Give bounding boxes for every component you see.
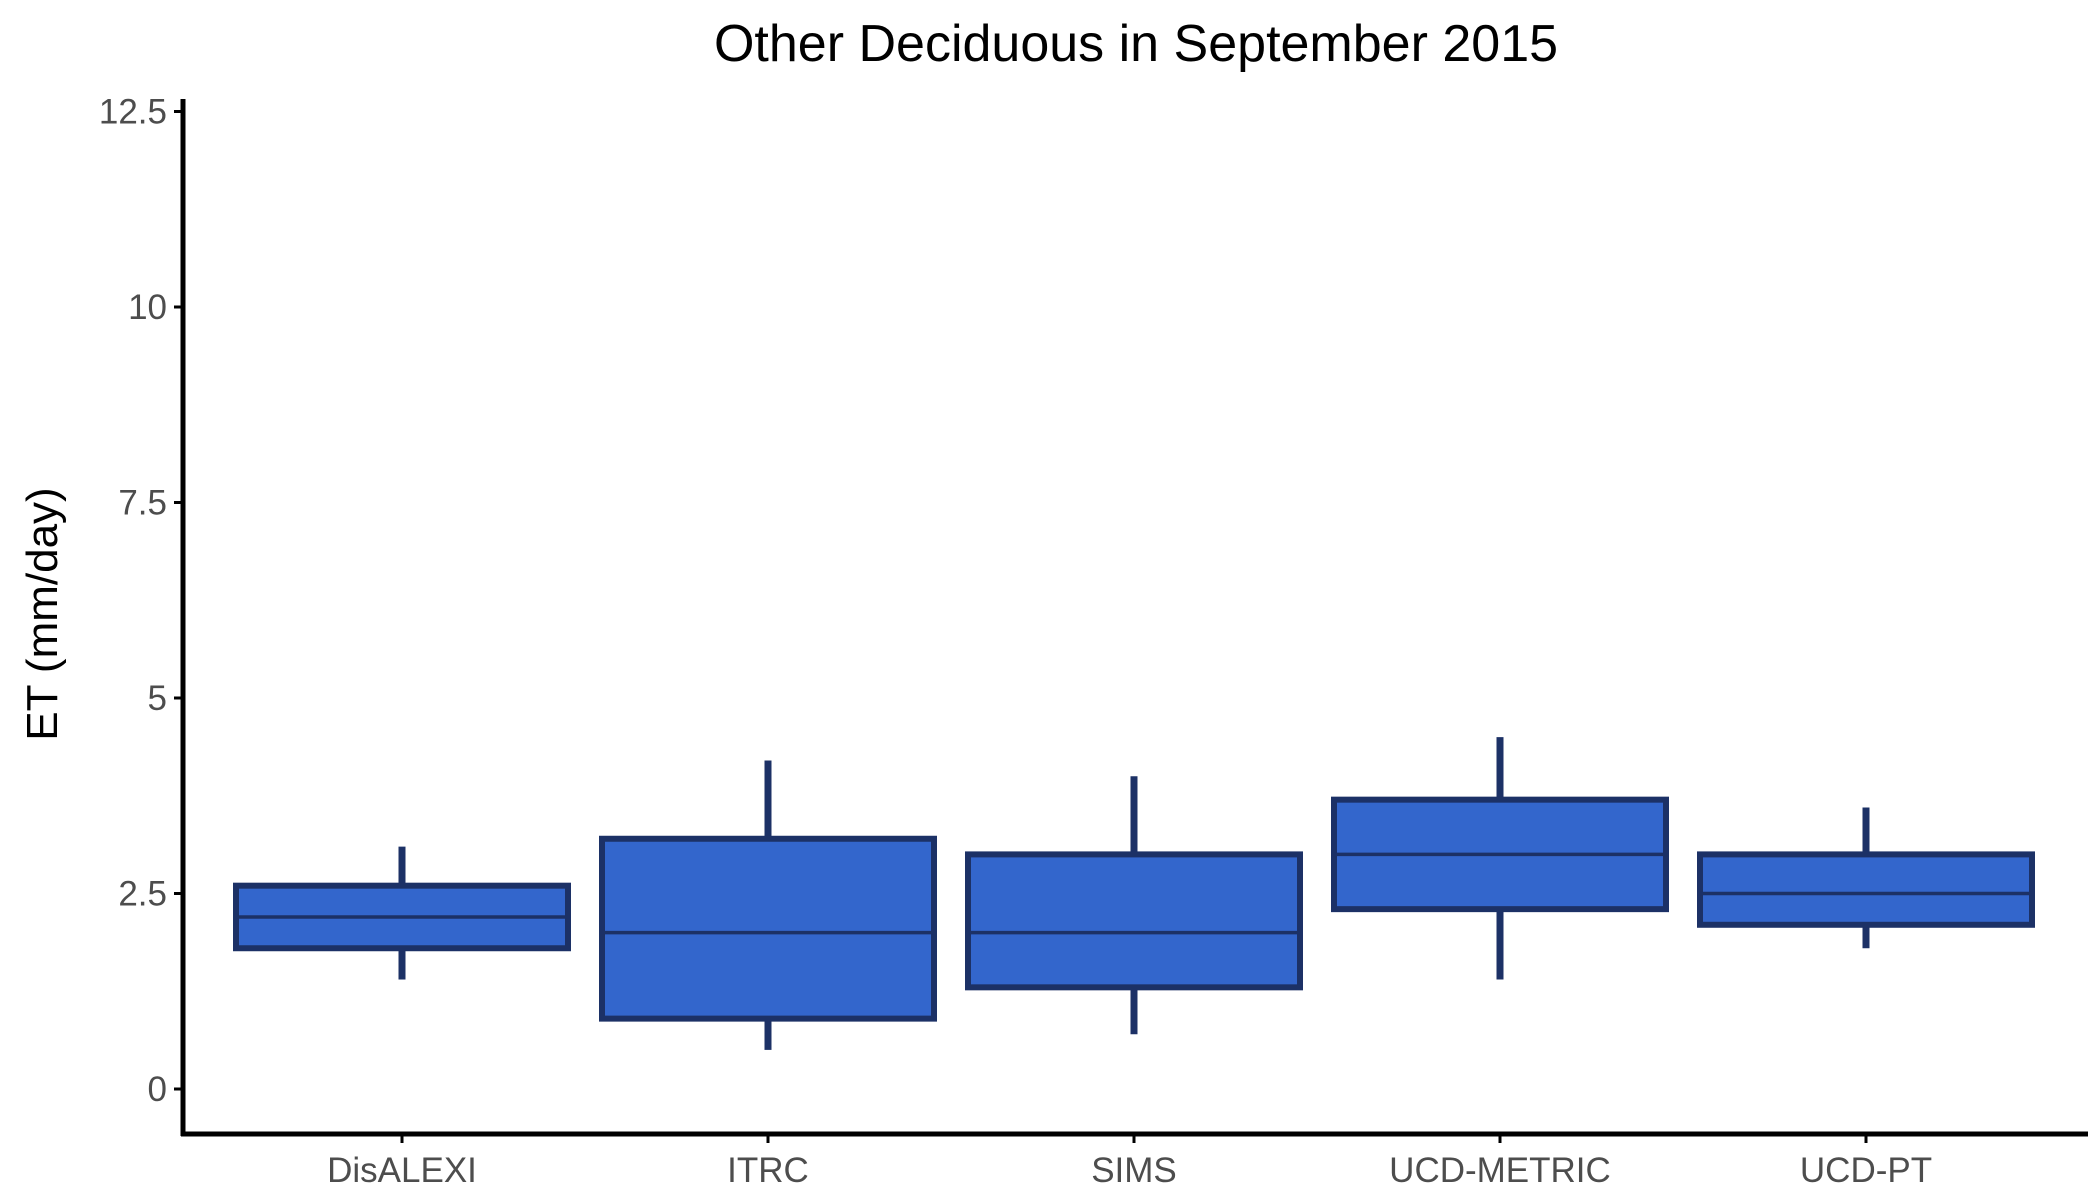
box-itrc: [599, 835, 937, 1022]
y-tick-label: 12.5: [99, 93, 167, 132]
box-ucd-pt: [1697, 851, 2035, 928]
x-tick-label: UCD-PT: [1800, 1151, 1932, 1190]
y-tick-label: 7.5: [118, 484, 167, 523]
y-tick-label: 5: [148, 679, 167, 718]
plot-area: 0 2.5 5 7.5 10 12.5 DisALEXI ITRC SIMS UCD-METRIC…: [99, 93, 2088, 1190]
x-tick-label: SIMS: [1091, 1151, 1177, 1190]
y-tick-label: 2.5: [118, 875, 167, 914]
x-tick-label: UCD-METRIC: [1389, 1151, 1611, 1190]
x-tick-label: DisALEXI: [327, 1151, 477, 1190]
y-tick-label: 0: [148, 1070, 167, 1109]
x-tick-label: ITRC: [727, 1151, 809, 1190]
y-axis-label: ET (mm/day): [18, 487, 67, 740]
chart-title: Other Deciduous in September 2015: [714, 15, 1558, 73]
y-tick-label: 10: [128, 288, 167, 327]
box-sims: [965, 851, 1303, 991]
